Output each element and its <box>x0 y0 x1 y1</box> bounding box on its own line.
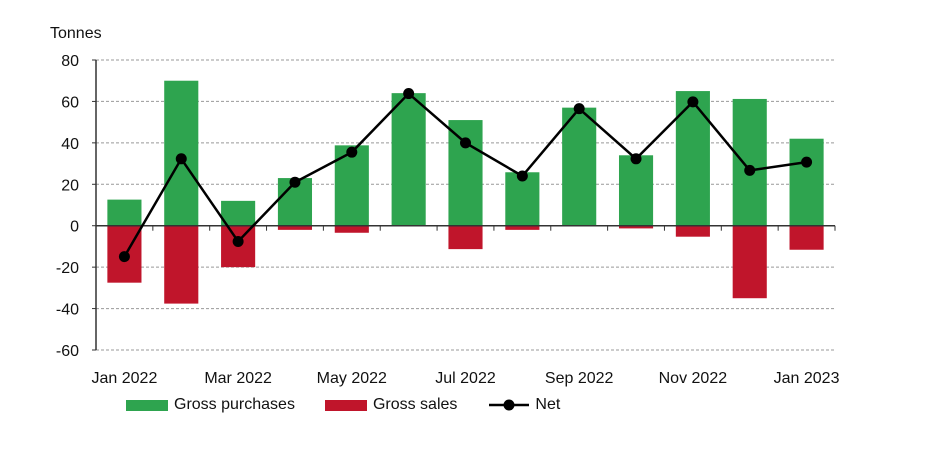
legend-swatch-red <box>324 399 367 411</box>
y-tick-label: 40 <box>61 136 79 153</box>
x-tick-label: Jan 2023 <box>774 370 840 387</box>
bar-gross-purchases <box>221 200 256 226</box>
net-point <box>175 153 187 165</box>
x-tick-label: Nov 2022 <box>659 370 728 387</box>
x-tick-label: Jul 2022 <box>435 370 496 387</box>
bar-gross-purchases <box>107 199 142 226</box>
bar-gross-purchases <box>675 91 710 226</box>
bar-gross-purchases <box>789 138 824 226</box>
bar-gross-sales <box>505 225 540 230</box>
bar-gross-sales <box>618 225 654 229</box>
x-tick-label: Sep 2022 <box>545 370 614 387</box>
y-tick-label: 60 <box>61 94 79 111</box>
bar-gross-sales <box>334 225 369 233</box>
bar-gross-sales <box>277 225 313 230</box>
bar-gross-sales <box>164 225 199 304</box>
net-point <box>118 251 130 263</box>
bar-gross-purchases <box>732 98 767 226</box>
net-point <box>516 170 528 182</box>
x-tick-label: May 2022 <box>317 370 387 387</box>
net-point <box>744 164 756 176</box>
y-tick-label: -60 <box>56 343 79 360</box>
bar-gross-purchases <box>391 93 426 226</box>
bar-gross-purchases <box>618 155 654 226</box>
y-tick-label: -40 <box>56 302 79 319</box>
net-point <box>630 153 642 165</box>
legend-item-gross-purchases: Gross purchases <box>126 396 295 414</box>
y-tick-label: 80 <box>61 53 79 70</box>
legend-item-net: Net <box>487 396 560 414</box>
legend-label: Net <box>535 396 561 413</box>
bar-gross-sales <box>675 225 710 237</box>
net-point <box>346 146 358 158</box>
net-point <box>801 156 813 168</box>
legend-swatch-green <box>126 399 168 411</box>
net-point <box>460 137 471 149</box>
bar-gross-sales <box>732 225 767 299</box>
bar-gross-sales <box>448 225 483 250</box>
bar-gross-purchases <box>448 120 483 226</box>
legend-line-marker-icon <box>489 399 530 411</box>
y-tick-label: -20 <box>56 260 79 277</box>
legend-item-gross-sales: Gross sales <box>324 396 458 414</box>
net-point <box>573 103 585 115</box>
bar-gross-purchases <box>164 80 199 226</box>
bar-gross-purchases <box>562 107 597 226</box>
net-point <box>687 96 699 108</box>
net-point <box>289 176 301 188</box>
legend-label: Gross purchases <box>174 396 295 413</box>
legend: Gross purchases Gross sales Net <box>126 396 590 414</box>
net-point <box>403 88 415 100</box>
y-tick-label: 20 <box>61 177 79 194</box>
y-tick-label: 0 <box>70 219 79 236</box>
x-tick-label: Mar 2022 <box>204 370 272 387</box>
x-tick-label: Jan 2022 <box>92 370 158 387</box>
legend-label: Gross sales <box>372 396 458 413</box>
y-axis-label: Tonnes <box>50 25 102 42</box>
net-point <box>232 235 244 247</box>
bar-gross-sales <box>789 225 824 250</box>
